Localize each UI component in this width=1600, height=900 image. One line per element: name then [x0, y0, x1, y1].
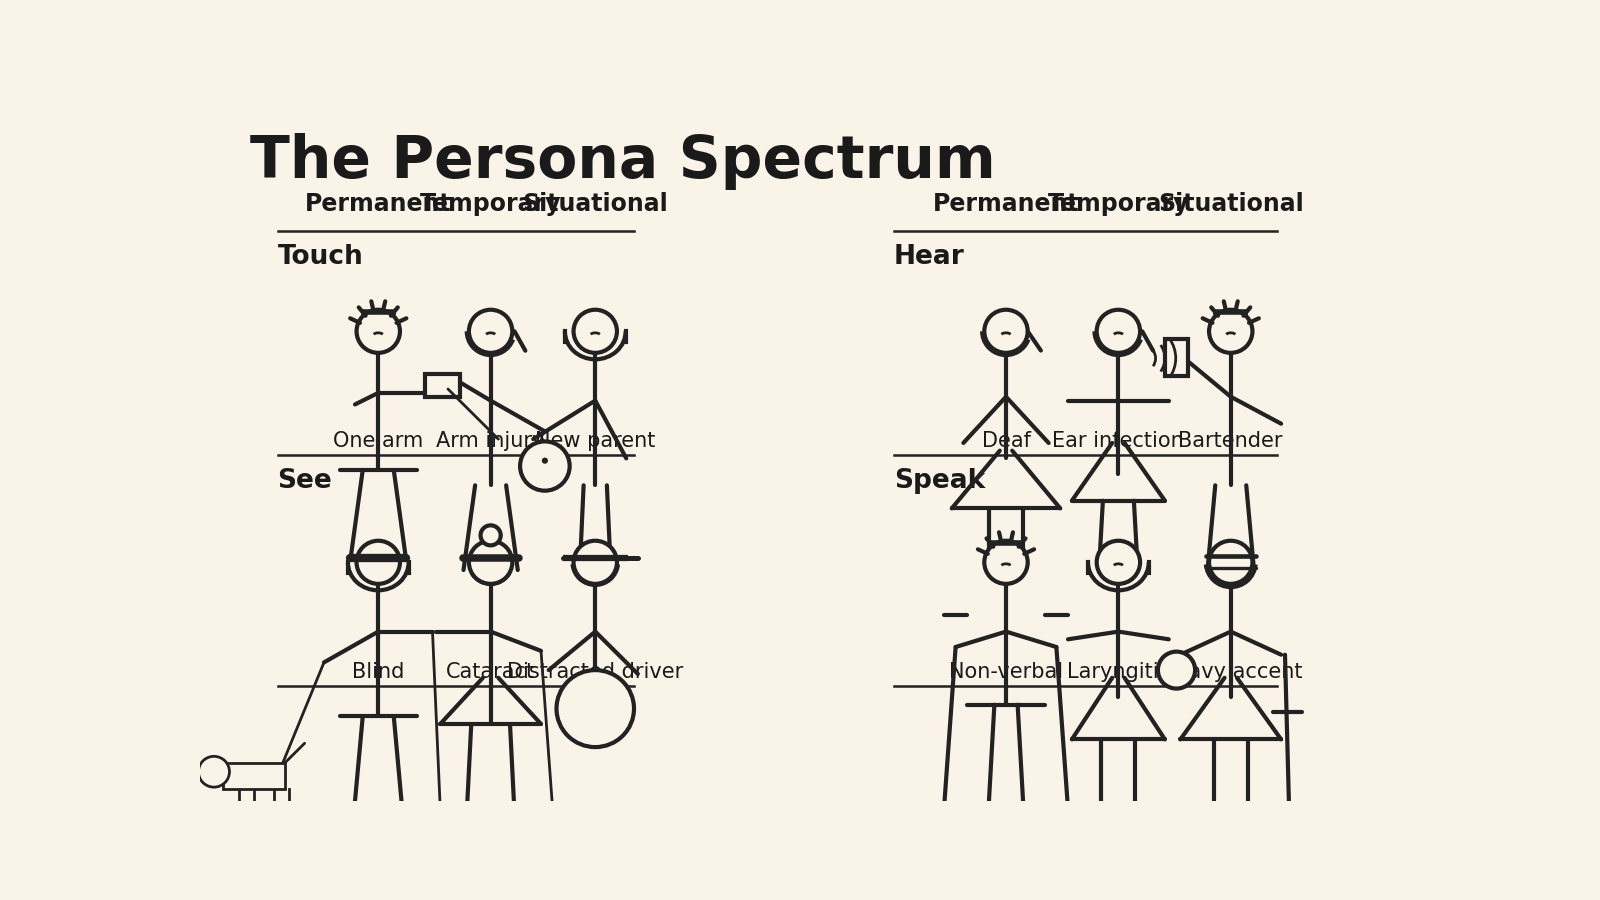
Circle shape	[573, 541, 618, 584]
Text: Blind: Blind	[352, 662, 405, 682]
Text: Temporary: Temporary	[419, 192, 562, 216]
Text: See: See	[277, 468, 333, 493]
Circle shape	[480, 526, 501, 545]
Circle shape	[469, 541, 512, 584]
Text: Speak: Speak	[894, 468, 986, 493]
Bar	[1165, 339, 1189, 376]
Text: Permanent: Permanent	[306, 192, 451, 216]
Circle shape	[984, 541, 1027, 584]
Text: New parent: New parent	[534, 431, 656, 452]
Circle shape	[1210, 310, 1253, 353]
Circle shape	[520, 441, 570, 491]
Text: Deaf: Deaf	[981, 431, 1030, 452]
Text: Laryngitis: Laryngitis	[1067, 662, 1170, 682]
Circle shape	[984, 310, 1027, 353]
Text: Temporary: Temporary	[1048, 192, 1189, 216]
Text: Distracted driver: Distracted driver	[507, 662, 683, 682]
Circle shape	[198, 756, 229, 788]
Circle shape	[542, 457, 547, 464]
Text: The Persona Spectrum: The Persona Spectrum	[250, 132, 997, 190]
Circle shape	[357, 541, 400, 584]
Text: One arm: One arm	[333, 431, 424, 452]
Text: Cataract: Cataract	[446, 662, 534, 682]
Text: Heavy accent: Heavy accent	[1160, 662, 1302, 682]
Text: Ear infection: Ear infection	[1053, 431, 1184, 452]
Circle shape	[573, 310, 618, 353]
Text: Situational: Situational	[522, 192, 669, 216]
Text: Situational: Situational	[1158, 192, 1304, 216]
Circle shape	[557, 670, 634, 747]
Circle shape	[1158, 652, 1195, 688]
Text: Touch: Touch	[277, 244, 363, 270]
Text: Hear: Hear	[894, 244, 965, 270]
Circle shape	[469, 310, 512, 353]
Circle shape	[1096, 310, 1141, 353]
Text: Non-verbal: Non-verbal	[949, 662, 1062, 682]
Circle shape	[357, 310, 400, 353]
Circle shape	[1096, 541, 1141, 584]
Text: Arm injury: Arm injury	[437, 431, 546, 452]
Bar	[424, 374, 459, 397]
Text: Bartender: Bartender	[1179, 431, 1283, 452]
Bar	[224, 762, 285, 789]
Circle shape	[1210, 541, 1253, 584]
Text: Permanent: Permanent	[933, 192, 1080, 216]
